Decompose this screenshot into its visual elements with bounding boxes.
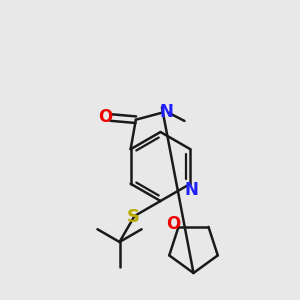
- Text: O: O: [98, 108, 113, 126]
- Text: N: N: [185, 181, 199, 200]
- Text: S: S: [127, 208, 140, 226]
- Text: N: N: [159, 103, 173, 121]
- Text: O: O: [166, 215, 180, 233]
